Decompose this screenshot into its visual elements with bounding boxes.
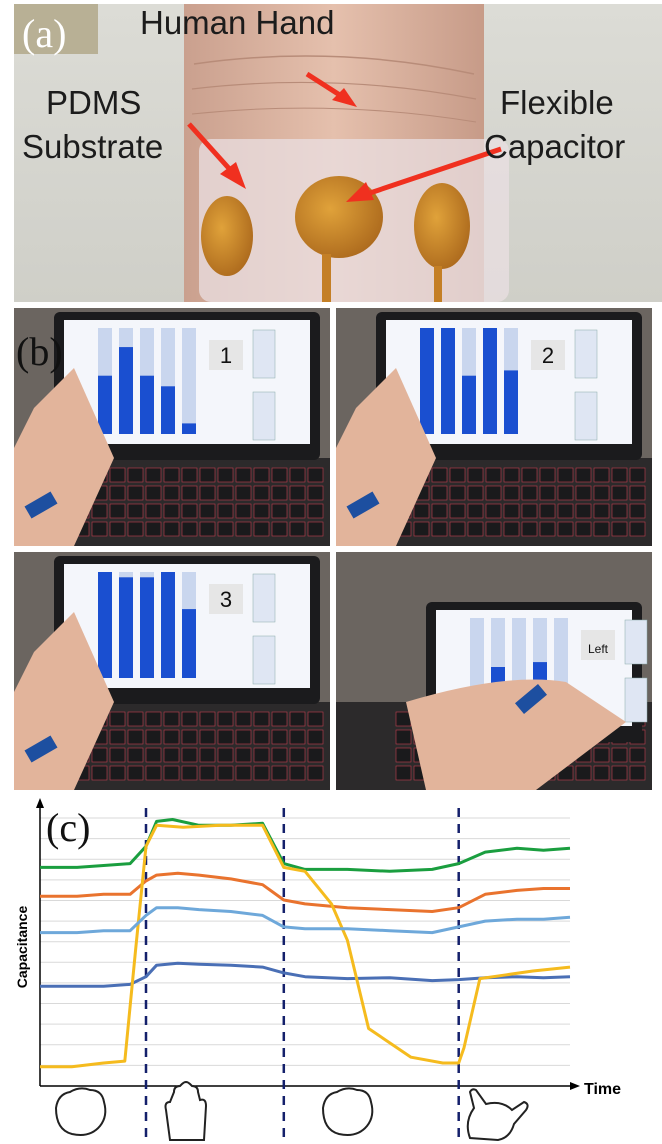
laptop-photo-2: 2 (336, 308, 652, 546)
sensor-bar-fill (98, 375, 112, 434)
y-axis-arrow (36, 798, 44, 808)
sensor-bar-fill (119, 577, 133, 678)
channel-gauge (252, 391, 276, 441)
panel-b: 1 2 3 Left (b) (0, 308, 662, 792)
hand-photo-drawing (14, 4, 662, 302)
gesture-readout: 3 (220, 587, 232, 612)
gesture-readout: 2 (542, 343, 554, 368)
tag-a-bg (14, 4, 98, 54)
series-line-1 (40, 871, 570, 913)
sensor-bar-fill (98, 572, 112, 678)
laptop-photo-4: Left (336, 552, 652, 790)
sensor-bar-fill (182, 423, 196, 434)
wristband (24, 491, 58, 519)
hand (406, 679, 626, 790)
panel-c: Csen 0Csen 1Csen 2Csen 3Csen 4Capacitanc… (0, 798, 662, 1144)
channel-gauge (574, 329, 598, 379)
open-palm-gesture-icon (164, 1081, 208, 1141)
panel-b-tag: (b) (16, 329, 63, 374)
channel-gauge (624, 619, 648, 665)
panel-a-tag: (a) (22, 11, 67, 56)
gesture-readout: Left (588, 642, 609, 656)
channel-gauge (252, 635, 276, 685)
x-axis-arrow (570, 1082, 580, 1090)
sensor-bar-track (182, 328, 196, 434)
laptop-photo-3: 3 (14, 552, 330, 790)
gesture-readout-box (581, 630, 615, 660)
sensor-bar-fill (161, 386, 175, 434)
sensor-bar-fill (441, 328, 455, 434)
thumb-pinky-gesture-icon (466, 1088, 529, 1142)
wristband (515, 683, 547, 715)
laptop-photo-1: 1 (14, 308, 330, 546)
sensor-bar-fill (161, 572, 175, 678)
gesture-readout-box (209, 340, 243, 370)
label-pdms-1: PDMS (46, 84, 142, 121)
fist-gesture-icon (54, 1087, 107, 1136)
sensor-bar-fill (119, 347, 133, 434)
series-line-4 (40, 906, 571, 935)
sensor-bar-fill (504, 370, 518, 434)
panel-c-tag: (c) (46, 805, 91, 850)
sensor-bar-fill (420, 328, 434, 434)
sensor-bar-fill (140, 577, 154, 678)
hand-photo (14, 4, 662, 302)
channel-gauge (624, 677, 648, 723)
gesture-readout-box (209, 584, 243, 614)
wristband (346, 491, 380, 519)
capacitance-chart: Csen 0Csen 1Csen 2Csen 3Csen 4Capacitanc… (14, 798, 621, 1144)
sensor-bar-fill (140, 375, 154, 434)
channel-gauge (574, 391, 598, 441)
series-line-2 (40, 818, 571, 873)
y-axis-label: Capacitance (14, 906, 30, 989)
x-axis-label: Time (584, 1081, 621, 1098)
gesture-readout-box (531, 340, 565, 370)
label-human-hand: Human Hand (140, 4, 335, 41)
sensor-bar-fill (462, 375, 476, 434)
gesture-readout: 1 (220, 343, 232, 368)
series-line-3 (40, 823, 571, 1069)
channel-gauge (252, 573, 276, 623)
panel-a: (a) Human Hand PDMS Substrate Flexible C… (0, 0, 662, 302)
sensor-bar-fill (182, 609, 196, 678)
sensor-bar-fill (483, 328, 497, 434)
wristband (24, 735, 58, 763)
label-cap-2: Capacitor (484, 128, 626, 165)
label-cap-1: Flexible (500, 84, 614, 121)
channel-gauge (252, 329, 276, 379)
fist-gesture-icon (321, 1087, 374, 1136)
label-pdms-2: Substrate (22, 128, 164, 165)
